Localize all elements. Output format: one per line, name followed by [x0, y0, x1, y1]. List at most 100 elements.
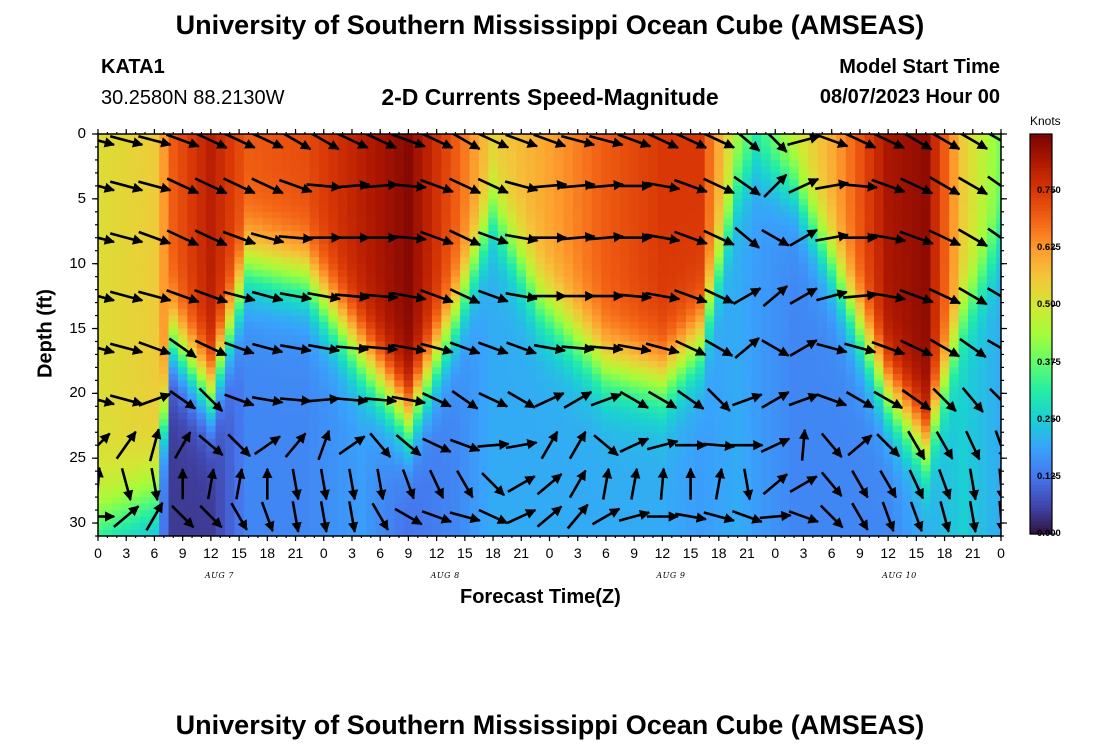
heatmap-cell	[507, 250, 518, 258]
heatmap-cell	[309, 380, 320, 388]
heatmap-cell	[563, 412, 574, 420]
heatmap-cell	[290, 458, 301, 466]
heatmap-cell	[168, 360, 179, 369]
heatmap-cell	[742, 328, 753, 336]
heatmap-cell	[789, 471, 800, 479]
heatmap-cell	[667, 244, 678, 252]
heatmap-cell	[469, 373, 480, 381]
heatmap-cell	[140, 192, 151, 200]
heatmap-cell	[789, 367, 800, 375]
heatmap-cell	[460, 289, 471, 297]
heatmap-cell	[761, 140, 772, 148]
heatmap-cell	[488, 471, 499, 479]
heatmap-cell	[497, 211, 508, 219]
heatmap-cell	[742, 250, 753, 258]
heatmap-cell	[761, 510, 772, 518]
heatmap-cell	[685, 451, 696, 459]
heatmap-cell	[469, 289, 480, 297]
heatmap-cell	[234, 224, 245, 232]
heatmap-cell	[149, 257, 160, 265]
heatmap-cell	[394, 270, 405, 278]
heatmap-cell	[215, 270, 226, 278]
heatmap-cell	[761, 166, 772, 174]
heatmap-cell	[704, 205, 715, 213]
heatmap-cell	[648, 380, 659, 388]
heatmap-cell	[140, 257, 151, 265]
heatmap-cell	[224, 244, 235, 252]
heatmap-cell	[620, 432, 631, 440]
heatmap-cell	[403, 263, 414, 271]
heatmap-cell	[620, 425, 631, 433]
heatmap-cell	[620, 192, 631, 200]
heatmap-cell	[253, 153, 264, 161]
heatmap-cell	[140, 510, 151, 518]
heatmap-cell	[573, 134, 584, 142]
heatmap-cell	[98, 237, 104, 245]
heatmap-cell	[328, 166, 339, 174]
heatmap-cell	[159, 380, 170, 388]
heatmap-cell	[676, 309, 687, 317]
heatmap-cell	[704, 497, 715, 505]
heatmap-cell	[714, 205, 725, 213]
heatmap-cell	[516, 451, 527, 459]
heatmap-cell	[196, 523, 207, 531]
heatmap-cell	[714, 250, 725, 258]
heatmap-cell	[601, 445, 612, 453]
heatmap-cell	[789, 341, 800, 349]
heatmap-cell	[629, 406, 640, 414]
heatmap-cell	[159, 192, 170, 200]
heatmap-cell	[826, 140, 837, 148]
heatmap-cell	[366, 231, 377, 239]
heatmap-cell	[808, 257, 819, 265]
heatmap-cell	[535, 425, 546, 433]
heatmap-cell	[140, 166, 151, 174]
heatmap-cell	[516, 257, 527, 265]
heatmap-cell	[243, 477, 254, 485]
heatmap-cell	[215, 263, 226, 271]
heatmap-cell	[525, 464, 536, 472]
heatmap-cell	[620, 166, 631, 174]
heatmap-cell	[319, 464, 330, 472]
heatmap-cell	[177, 198, 188, 206]
heatmap-cell	[685, 445, 696, 453]
heatmap-cell	[121, 250, 132, 258]
heatmap-cell	[356, 328, 367, 336]
heatmap-cell	[356, 263, 367, 271]
heatmap-cell	[488, 302, 499, 310]
heatmap-cell	[657, 503, 668, 511]
heatmap-cell	[601, 270, 612, 278]
heatmap-cell	[206, 380, 217, 388]
heatmap-cell	[525, 360, 536, 369]
heatmap-cell	[112, 244, 123, 252]
heatmap-cell	[808, 484, 819, 492]
heatmap-cell	[121, 257, 132, 265]
heatmap-cell	[563, 471, 574, 479]
heatmap-cell	[187, 503, 198, 511]
heatmap-cell	[629, 250, 640, 258]
heatmap-cell	[140, 438, 151, 446]
heatmap-cell	[845, 283, 856, 291]
heatmap-cell	[262, 224, 273, 232]
heatmap-cell	[140, 354, 151, 362]
heatmap-cell	[450, 140, 461, 148]
heatmap-cell	[789, 179, 800, 187]
heatmap-cell	[732, 276, 743, 284]
heatmap-cell	[319, 276, 330, 284]
heatmap-cell	[253, 373, 264, 381]
heatmap-cell	[507, 380, 518, 388]
heatmap-cell	[413, 166, 424, 174]
heatmap-cell	[723, 309, 734, 317]
heatmap-cell	[732, 393, 743, 401]
heatmap-cell	[648, 192, 659, 200]
heatmap-cell	[168, 490, 179, 498]
heatmap-cell	[431, 250, 442, 258]
heatmap-cell	[610, 309, 621, 317]
heatmap-cell	[770, 477, 781, 485]
heatmap-cell	[648, 523, 659, 531]
heatmap-cell	[478, 464, 489, 472]
heatmap-cell	[130, 309, 141, 317]
heatmap-cell	[685, 529, 696, 536]
heatmap-cell	[422, 354, 433, 362]
heatmap-cell	[121, 289, 132, 297]
heatmap-cell	[347, 198, 358, 206]
